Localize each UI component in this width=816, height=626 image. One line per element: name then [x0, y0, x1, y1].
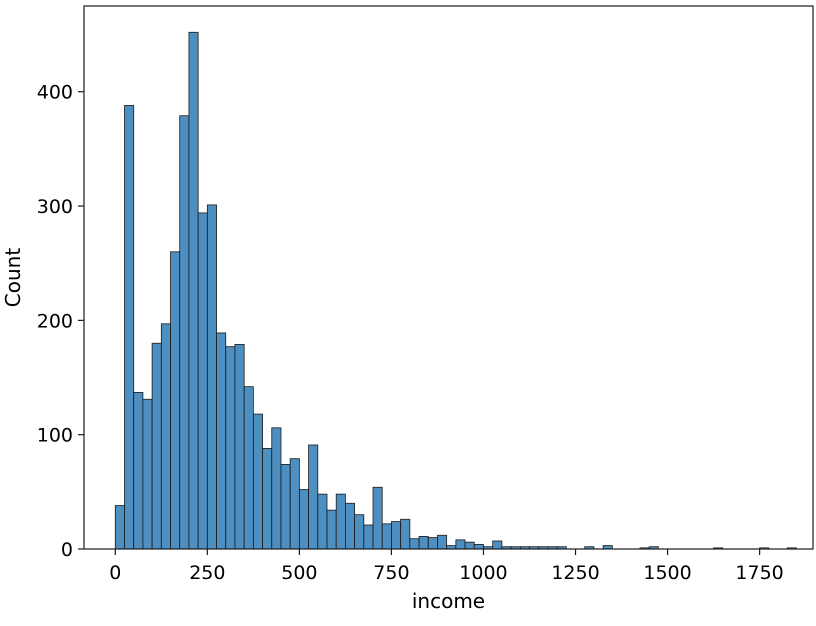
histogram-bar [252, 413, 263, 550]
histogram-bar [225, 346, 236, 550]
histogram-bar [455, 539, 466, 550]
x-axis-ticks: 0 250 500 750 1000 1250 1500 1750 [109, 549, 784, 584]
histogram-bar [326, 509, 337, 550]
histogram-bar [271, 427, 282, 550]
histogram-bar [473, 544, 484, 550]
histogram-bar [243, 386, 254, 550]
x-tick-label: 500 [281, 562, 317, 584]
histogram-bar [354, 514, 365, 550]
histogram-bar [206, 204, 217, 550]
histogram-bar [427, 537, 438, 550]
histogram-bar [289, 458, 300, 550]
histogram-bar [170, 251, 181, 550]
histogram-bar [160, 323, 171, 550]
x-tick-label: 1000 [459, 562, 507, 584]
histogram-bar [216, 332, 227, 550]
y-tick-label: 200 [37, 310, 73, 332]
histogram-bar [409, 538, 420, 550]
histogram-bar [280, 464, 291, 550]
histogram-bar [492, 540, 503, 550]
histogram-bar [298, 489, 309, 550]
histogram-bar [197, 212, 208, 550]
y-axis-ticks: 0 100 200 300 400 [37, 82, 84, 561]
histogram-bar [133, 391, 144, 550]
x-tick-label: 250 [189, 562, 225, 584]
x-tick-label: 750 [373, 562, 409, 584]
histogram-bar [400, 518, 411, 550]
y-tick-label: 100 [37, 425, 73, 447]
y-tick-label: 0 [61, 539, 73, 561]
histogram-bar [114, 505, 125, 550]
histogram-bar [335, 493, 346, 550]
histogram-bar [391, 521, 402, 550]
histogram-bar [124, 105, 135, 550]
bars-layer [114, 31, 797, 550]
histogram-bar [372, 486, 383, 550]
histogram-bar [418, 536, 429, 550]
histogram-bar [234, 343, 245, 550]
histogram-bar [142, 398, 153, 550]
x-axis-label: income [412, 589, 485, 613]
histogram-bar [363, 524, 374, 550]
x-tick-label: 1500 [643, 562, 691, 584]
histogram-bar [188, 31, 199, 550]
histogram-bar [464, 541, 475, 550]
x-tick-label: 0 [109, 562, 121, 584]
plot-frame [83, 5, 814, 550]
x-tick-label: 1750 [735, 562, 783, 584]
histogram-bar [179, 115, 190, 550]
x-tick-label: 1250 [551, 562, 599, 584]
histogram-bar [437, 534, 448, 550]
y-tick-label: 400 [37, 82, 73, 104]
y-tick-label: 300 [37, 196, 73, 218]
histogram-bar [381, 523, 392, 550]
histogram-bar [345, 502, 356, 550]
y-axis-label: Count [1, 248, 25, 308]
histogram-bar [308, 444, 319, 550]
histogram-bar [151, 342, 162, 550]
histogram-bar [317, 493, 328, 550]
histogram-bar [262, 448, 273, 550]
